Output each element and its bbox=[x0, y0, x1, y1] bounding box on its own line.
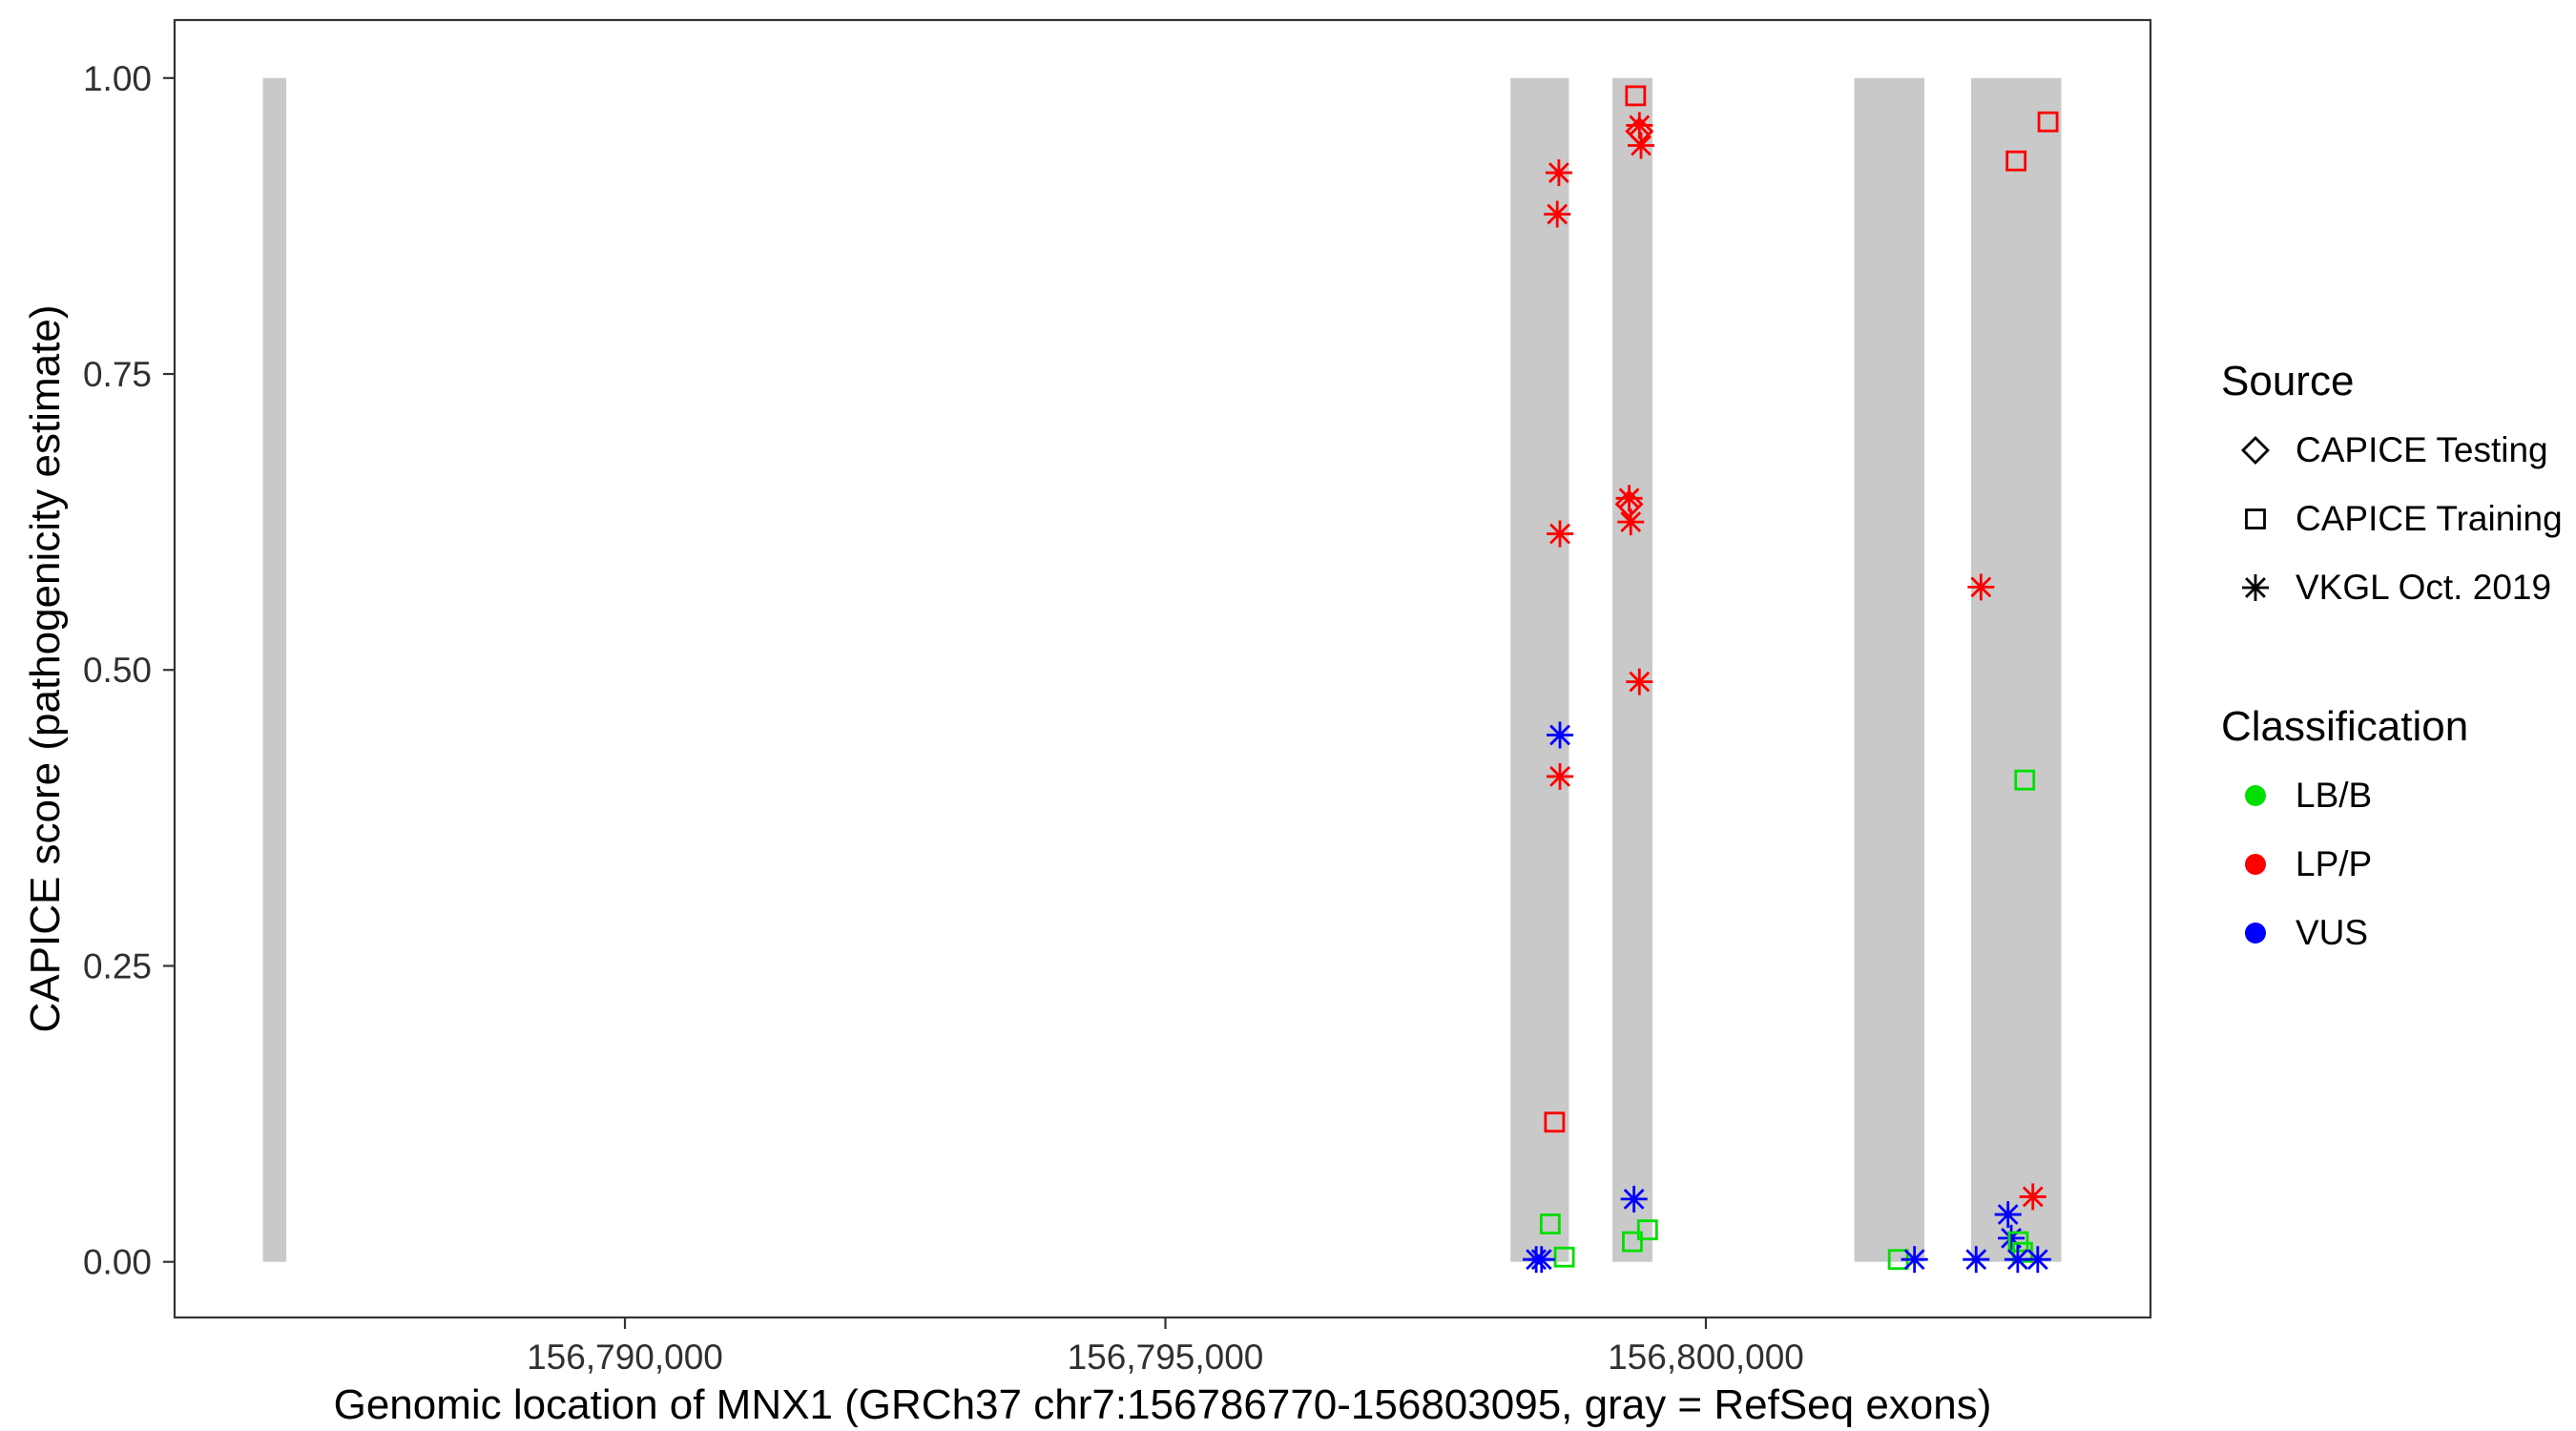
y-tick-label: 0.50 bbox=[83, 651, 152, 690]
legend-item-lp-p: LP/P bbox=[2221, 830, 2563, 899]
circle-icon bbox=[2234, 912, 2276, 954]
data-point bbox=[1628, 132, 1655, 159]
data-point bbox=[1620, 1185, 1648, 1213]
y-tick-label: 0.75 bbox=[83, 355, 152, 394]
circle-icon bbox=[2234, 843, 2276, 885]
data-point bbox=[1547, 721, 1574, 749]
data-point bbox=[1545, 159, 1572, 187]
legend-item-label: VKGL Oct. 2019 bbox=[2296, 568, 2552, 607]
exon-bar bbox=[262, 77, 287, 1262]
data-point bbox=[1994, 1201, 2022, 1229]
x-tick-label: 156,800,000 bbox=[1608, 1338, 1804, 1377]
square-icon bbox=[2234, 498, 2276, 540]
y-tick-label: 0.25 bbox=[83, 946, 152, 985]
data-point bbox=[1539, 1213, 1561, 1234]
legend-classification-items: LB/B LP/P VUS bbox=[2221, 761, 2563, 967]
data-point bbox=[1617, 508, 1645, 536]
exon-bar bbox=[1510, 77, 1569, 1262]
legend-item-vus: VUS bbox=[2221, 899, 2563, 967]
asterisk-icon bbox=[2234, 567, 2276, 609]
legend-item-label: CAPICE Training bbox=[2296, 499, 2563, 538]
data-point bbox=[1963, 1246, 1990, 1274]
data-point bbox=[2037, 111, 2059, 133]
y-tick-label: 1.00 bbox=[83, 59, 152, 98]
x-tick-label: 156,790,000 bbox=[527, 1338, 723, 1377]
legend-item-capice-training: CAPICE Training bbox=[2221, 485, 2563, 553]
data-point bbox=[1547, 520, 1574, 548]
legend-source-title: Source bbox=[2221, 358, 2355, 404]
legend-source-items: CAPICE Testing CAPICE Training VKGL Oct. 2… bbox=[2221, 416, 2563, 622]
data-point bbox=[1527, 1246, 1555, 1274]
legend-source-section: Source CAPICE Testing CAPICE Training VKGL… bbox=[2221, 357, 2563, 622]
exon-bar bbox=[1971, 77, 2062, 1262]
data-point bbox=[1998, 1224, 2025, 1252]
diamond-icon bbox=[2234, 429, 2276, 471]
data-point bbox=[1967, 573, 1995, 601]
plot-panel bbox=[175, 20, 2150, 1317]
data-point bbox=[2014, 769, 2036, 791]
data-point bbox=[2005, 150, 2027, 172]
circle-icon bbox=[2234, 775, 2276, 817]
data-point bbox=[1544, 1111, 1566, 1133]
exon-bar bbox=[1854, 77, 1925, 1262]
x-tick-label: 156,795,000 bbox=[1068, 1338, 1264, 1377]
data-point bbox=[1547, 762, 1574, 790]
legend-item-label: LP/P bbox=[2296, 844, 2373, 883]
legend: Source CAPICE Testing CAPICE Training VKGL… bbox=[2221, 357, 2563, 967]
data-point bbox=[1626, 112, 1653, 139]
exon-bar bbox=[1612, 77, 1653, 1262]
data-point bbox=[1901, 1246, 1928, 1274]
data-point bbox=[1636, 1219, 1658, 1241]
panel-border bbox=[173, 18, 2152, 1319]
legend-classification-title: Classification bbox=[2221, 703, 2469, 750]
legend-item-label: LB/B bbox=[2296, 776, 2373, 815]
x-axis-title: Genomic location of MNX1 (GRCh37 chr7:15… bbox=[333, 1381, 1992, 1428]
legend-item-label: CAPICE Testing bbox=[2296, 430, 2548, 469]
data-point bbox=[1544, 200, 1571, 228]
data-point bbox=[1553, 1246, 1575, 1268]
legend-item-vkgl-oct-2019: VKGL Oct. 2019 bbox=[2221, 553, 2563, 622]
data-point bbox=[2019, 1183, 2046, 1211]
legend-classification-section: Classification LB/B LP/P VUS bbox=[2221, 702, 2563, 967]
data-point bbox=[2024, 1246, 2051, 1274]
data-point bbox=[1615, 485, 1643, 512]
data-point bbox=[1614, 489, 1644, 519]
y-tick-label: 0.00 bbox=[83, 1243, 152, 1282]
data-point bbox=[1622, 1231, 1643, 1253]
data-point bbox=[1626, 668, 1653, 695]
y-axis-title: CAPICE score (pathogenicity estimate) bbox=[22, 304, 69, 1033]
legend-item-capice-testing: CAPICE Testing bbox=[2221, 416, 2563, 485]
legend-item-lb-b: LB/B bbox=[2221, 761, 2563, 830]
legend-item-label: VUS bbox=[2296, 913, 2369, 952]
data-point bbox=[1625, 85, 1647, 107]
